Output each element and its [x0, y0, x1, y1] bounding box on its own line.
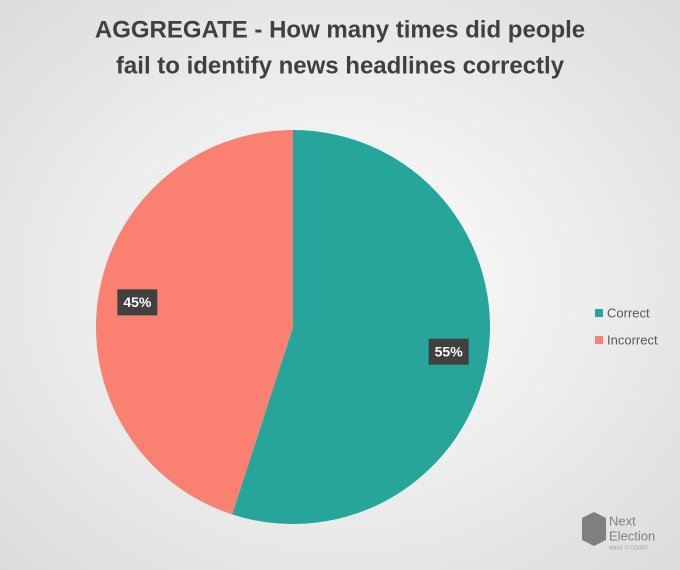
logo-tagline: MAKE IT COUNT — [609, 545, 648, 551]
logo-icon — [582, 512, 606, 546]
chart-title: fail to identify news headlines correctl… — [116, 52, 565, 79]
legend-label: Correct — [607, 305, 650, 320]
logo: Next Election MAKE IT COUNT — [582, 512, 655, 551]
data-label: 45% — [123, 294, 152, 310]
legend-label: Incorrect — [607, 332, 658, 347]
logo-text: Next — [609, 513, 636, 528]
data-label: 55% — [435, 343, 464, 359]
data-label-box — [428, 338, 469, 365]
chart-title: AGGREGATE - How many times did people — [95, 16, 585, 43]
legend-swatch — [595, 309, 603, 317]
legend-swatch — [595, 336, 603, 344]
logo-text: Election — [609, 528, 655, 543]
pie-slice — [96, 130, 293, 515]
data-label-box — [117, 289, 158, 316]
pie-slice — [232, 130, 491, 524]
